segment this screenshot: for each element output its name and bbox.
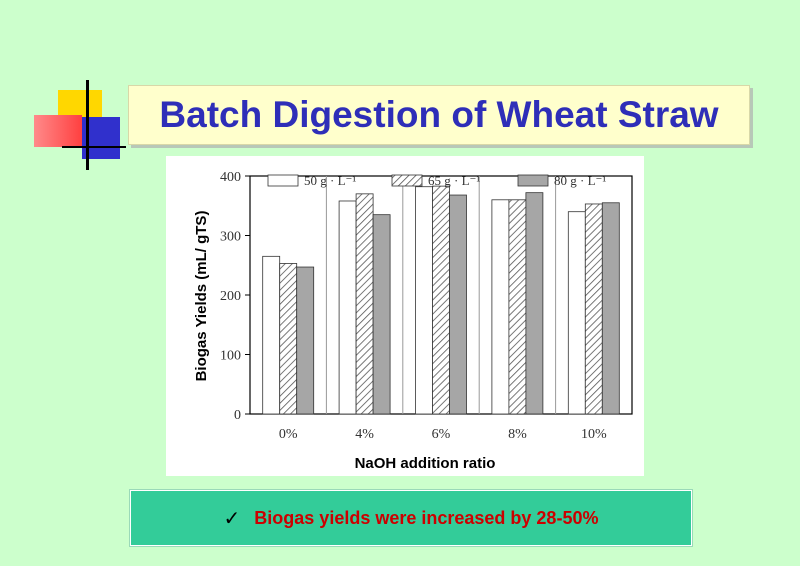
slide-title: Batch Digestion of Wheat Straw	[159, 94, 719, 135]
legend-swatch	[391, 174, 423, 187]
checkmark-icon: ✓	[223, 506, 241, 530]
deco-vertical-line	[86, 80, 89, 170]
bar	[355, 193, 374, 415]
x-tick-label: 10%	[581, 427, 607, 442]
legend-label: 65 g · L⁻¹	[428, 173, 480, 188]
deco-red-square	[34, 115, 82, 147]
bar	[491, 199, 510, 415]
y-tick-label: 0	[234, 408, 241, 423]
bar	[508, 199, 527, 415]
callout-text: Biogas yields were increased by 28-50%	[254, 507, 599, 528]
chart-panel: Biogas Yields (mL/ gTS) NaOH addition ra…	[166, 156, 644, 476]
bar	[296, 266, 315, 415]
bar	[338, 200, 357, 415]
bar-chart: Biogas Yields (mL/ gTS) NaOH addition ra…	[193, 170, 633, 472]
legend-swatch	[517, 174, 549, 187]
x-tick-label: 8%	[508, 427, 527, 442]
y-tick-label: 200	[220, 289, 241, 304]
title-box: Batch Digestion of Wheat Straw	[128, 85, 750, 145]
y-tick-label: 100	[220, 349, 241, 364]
bar	[262, 255, 281, 415]
y-tick-label: 300	[220, 230, 241, 245]
bar	[415, 186, 433, 415]
bar	[432, 185, 450, 415]
x-tick-label: 0%	[279, 427, 298, 442]
bar	[449, 194, 467, 415]
result-callout: ✓ Biogas yields were increased by 28-50%	[130, 490, 692, 546]
x-tick-label: 6%	[432, 427, 451, 442]
bar	[584, 203, 603, 415]
y-axis-label: Biogas Yields (mL/ gTS)	[193, 211, 210, 382]
bar	[601, 202, 620, 415]
deco-horizontal-line	[62, 146, 126, 148]
bar	[525, 192, 544, 415]
legend-label: 50 g · L⁻¹	[304, 173, 356, 188]
legend-label: 80 g · L⁻¹	[554, 173, 606, 188]
x-tick-label: 4%	[355, 427, 374, 442]
y-tick-label: 400	[220, 170, 241, 185]
bar	[279, 263, 298, 415]
bar	[567, 211, 586, 415]
legend-swatch	[267, 174, 299, 187]
x-axis-label: NaOH addition ratio	[355, 455, 496, 472]
bar	[372, 214, 391, 415]
